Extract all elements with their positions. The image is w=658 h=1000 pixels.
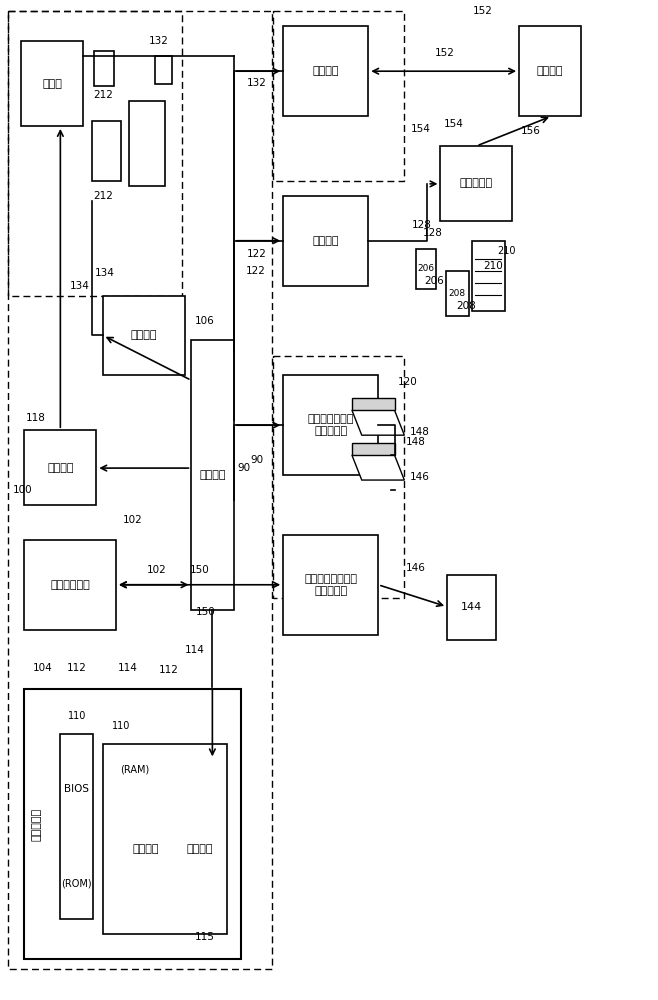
Text: 100: 100 [13,485,33,495]
Text: 118: 118 [26,413,46,423]
Bar [24,689,241,959]
Text: 系统总线: 系统总线 [199,470,226,480]
Text: 154: 154 [443,119,463,129]
Polygon shape [352,410,405,435]
Text: 110: 110 [68,711,86,721]
Bar [129,101,165,186]
Polygon shape [352,443,395,455]
Bar [519,26,581,116]
Text: 114: 114 [185,645,205,655]
Bar [283,26,368,116]
Text: 150: 150 [196,607,216,617]
Text: 114: 114 [118,663,138,673]
Text: 输入接口: 输入接口 [313,236,339,246]
Text: 122: 122 [247,249,267,259]
Text: 可移除的非易失
存储器接口: 可移除的非易失 存储器接口 [307,414,354,436]
Text: 视频接口: 视频接口 [47,463,74,473]
Text: 208: 208 [457,301,476,311]
Text: 134: 134 [95,268,115,278]
Bar [440,146,513,221]
Text: 输出接口: 输出接口 [131,330,157,340]
Bar [21,41,84,126]
Text: 112: 112 [67,663,87,673]
Text: 148: 148 [406,437,426,447]
Text: 120: 120 [397,377,417,387]
Text: 90: 90 [250,455,263,465]
Text: 206: 206 [424,276,443,286]
Text: 206: 206 [417,264,434,273]
Text: 显示器: 显示器 [42,79,62,89]
Bar [191,340,234,610]
Bar [24,430,96,505]
Text: 115: 115 [195,932,215,942]
Text: 144: 144 [461,602,482,612]
Text: 106: 106 [195,316,215,326]
Bar [273,356,405,598]
Text: 102: 102 [122,515,142,525]
Bar [472,241,505,311]
Text: 150: 150 [190,565,209,575]
Text: 调制解调器: 调制解调器 [460,178,493,188]
Text: 不可移除的非易失
存储器接口: 不可移除的非易失 存储器接口 [304,574,357,596]
Text: 154: 154 [411,124,431,134]
Text: (RAM): (RAM) [120,764,149,774]
Text: 其他装置: 其他装置 [537,66,563,76]
Text: 152: 152 [435,48,455,58]
Bar [445,271,468,316]
Bar [95,51,114,86]
Bar [273,11,405,181]
Bar [92,121,121,181]
Bar [447,575,496,640]
Text: 102: 102 [147,565,166,575]
Text: 104: 104 [33,663,53,673]
Text: 134: 134 [70,281,90,291]
Text: 90: 90 [238,463,251,473]
Text: 128: 128 [422,228,442,238]
Text: 操作系统: 操作系统 [132,844,159,854]
Bar [155,56,172,84]
Text: 146: 146 [409,472,430,482]
Text: 网络接口: 网络接口 [313,66,339,76]
Text: 156: 156 [521,126,541,136]
Bar [8,11,182,296]
Text: 208: 208 [449,289,466,298]
Bar [61,734,93,919]
Text: (ROM): (ROM) [61,879,92,889]
Text: 128: 128 [412,220,432,230]
Text: 212: 212 [93,191,113,201]
Text: 中央处理单元: 中央处理单元 [50,580,90,590]
Bar [24,540,116,630]
Bar [283,196,368,286]
Text: 122: 122 [245,266,266,276]
Text: 112: 112 [159,665,178,675]
Text: 210: 210 [497,246,516,256]
Bar [283,535,378,635]
Text: 210: 210 [483,261,503,271]
Bar [103,744,228,934]
Polygon shape [352,398,395,410]
Text: 152: 152 [473,6,493,16]
Text: BIOS: BIOS [64,784,89,794]
Polygon shape [352,455,405,480]
Bar [283,375,378,475]
Bar [103,296,185,375]
Text: 148: 148 [409,427,430,437]
Text: 212: 212 [93,90,113,100]
Text: 146: 146 [406,563,426,573]
Bar [416,249,436,289]
Text: 132: 132 [149,36,168,46]
Bar [8,11,272,969]
Text: 系统存储器: 系统存储器 [31,808,41,841]
Text: 132: 132 [247,78,267,88]
Text: 应用程序: 应用程序 [187,844,213,854]
Text: 110: 110 [112,721,130,731]
